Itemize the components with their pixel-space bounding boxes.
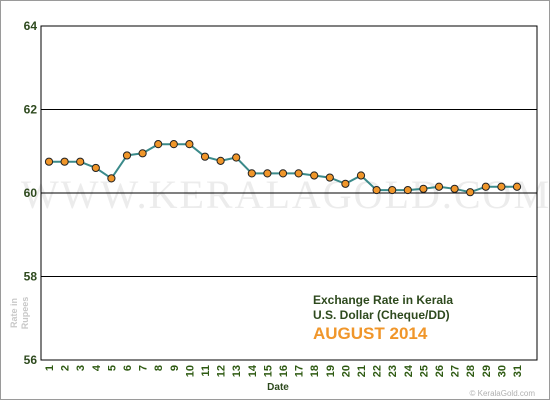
x-tick-label: 22 xyxy=(372,365,384,377)
x-tick-label: 31 xyxy=(512,365,524,377)
data-point xyxy=(481,182,490,191)
x-axis-label: Date xyxy=(267,382,289,393)
x-tick-label: 20 xyxy=(340,365,352,377)
x-tick-label: 30 xyxy=(496,365,508,377)
data-point xyxy=(232,153,241,162)
annotation-title: Exchange Rate in Kerala xyxy=(313,293,453,307)
data-point xyxy=(294,169,303,178)
annotation-subtitle: U.S. Dollar (Cheque/DD) xyxy=(313,308,450,322)
data-points xyxy=(44,140,522,197)
x-tick-label: 16 xyxy=(278,365,290,377)
data-point xyxy=(497,182,506,191)
x-tick-label: 5 xyxy=(106,365,118,371)
x-tick-label: 21 xyxy=(356,365,368,377)
x-tick-label: 14 xyxy=(247,364,259,377)
x-tick-label: 11 xyxy=(200,365,212,377)
y-tick-label: 62 xyxy=(24,103,38,117)
data-point xyxy=(91,163,100,173)
x-tick-label: 27 xyxy=(450,365,462,377)
x-tick-label: 3 xyxy=(75,365,87,371)
y-axis-label: Rate inRupees xyxy=(9,297,30,330)
data-point xyxy=(466,188,475,197)
data-point xyxy=(278,169,288,178)
x-tick-label: 9 xyxy=(169,365,181,371)
x-tick-label: 2 xyxy=(60,365,72,371)
y-tick-label: 64 xyxy=(24,19,38,33)
x-tick-label: 19 xyxy=(325,365,337,377)
data-point xyxy=(247,169,256,178)
x-tick-label: 23 xyxy=(387,365,399,377)
data-point xyxy=(356,171,366,180)
grid-lines xyxy=(41,109,537,277)
x-tick-label: 17 xyxy=(294,365,306,377)
y-tick-label: 58 xyxy=(24,270,38,284)
x-tick-label: 18 xyxy=(309,365,321,377)
data-point xyxy=(263,169,272,178)
data-point xyxy=(341,179,350,188)
y-axis-ticks: 56 58 60 62 64 xyxy=(24,19,38,367)
data-point xyxy=(325,173,334,182)
annotation-month: AUGUST 2014 xyxy=(313,324,428,343)
plot-area xyxy=(40,25,538,361)
x-tick-label: 12 xyxy=(216,365,228,377)
x-tick-label: 13 xyxy=(231,365,243,377)
data-point xyxy=(403,185,412,195)
x-tick-label: 10 xyxy=(184,365,196,377)
x-tick-label: 15 xyxy=(262,365,274,377)
data-point xyxy=(450,184,459,193)
x-tick-label: 26 xyxy=(434,365,446,377)
data-point xyxy=(60,157,69,166)
x-tick-label: 29 xyxy=(481,365,493,377)
x-tick-label: 25 xyxy=(418,365,430,377)
data-point xyxy=(122,151,132,160)
data-point xyxy=(310,171,319,180)
data-point xyxy=(76,157,85,166)
data-point xyxy=(107,174,116,183)
x-tick-label: 7 xyxy=(138,365,150,371)
y-tick-label: 56 xyxy=(24,353,38,367)
data-point xyxy=(138,149,147,158)
x-tick-label: 8 xyxy=(153,365,165,371)
data-point xyxy=(44,157,54,166)
data-point xyxy=(216,156,225,165)
credit-text: © KeralaGold.com xyxy=(470,389,536,398)
data-point xyxy=(419,184,428,193)
data-point xyxy=(434,182,444,191)
x-tick-label: 28 xyxy=(465,365,477,377)
data-point xyxy=(388,185,397,195)
x-tick-label: 1 xyxy=(44,365,56,371)
data-point xyxy=(169,140,178,149)
data-point xyxy=(512,182,522,191)
x-tick-label: 24 xyxy=(403,364,415,377)
x-tick-label: 6 xyxy=(122,365,134,371)
data-point xyxy=(185,140,194,149)
data-point xyxy=(154,140,163,149)
data-point xyxy=(372,185,381,195)
x-axis-ticks: 1 2 3 4 5 6 7 8 9 10 11 12 13 14 15 16 17 18 19 20 21 22 23 24 2… xyxy=(44,364,524,377)
y-tick-label: 60 xyxy=(24,186,38,200)
data-point xyxy=(200,152,210,161)
x-tick-label: 4 xyxy=(91,364,103,371)
